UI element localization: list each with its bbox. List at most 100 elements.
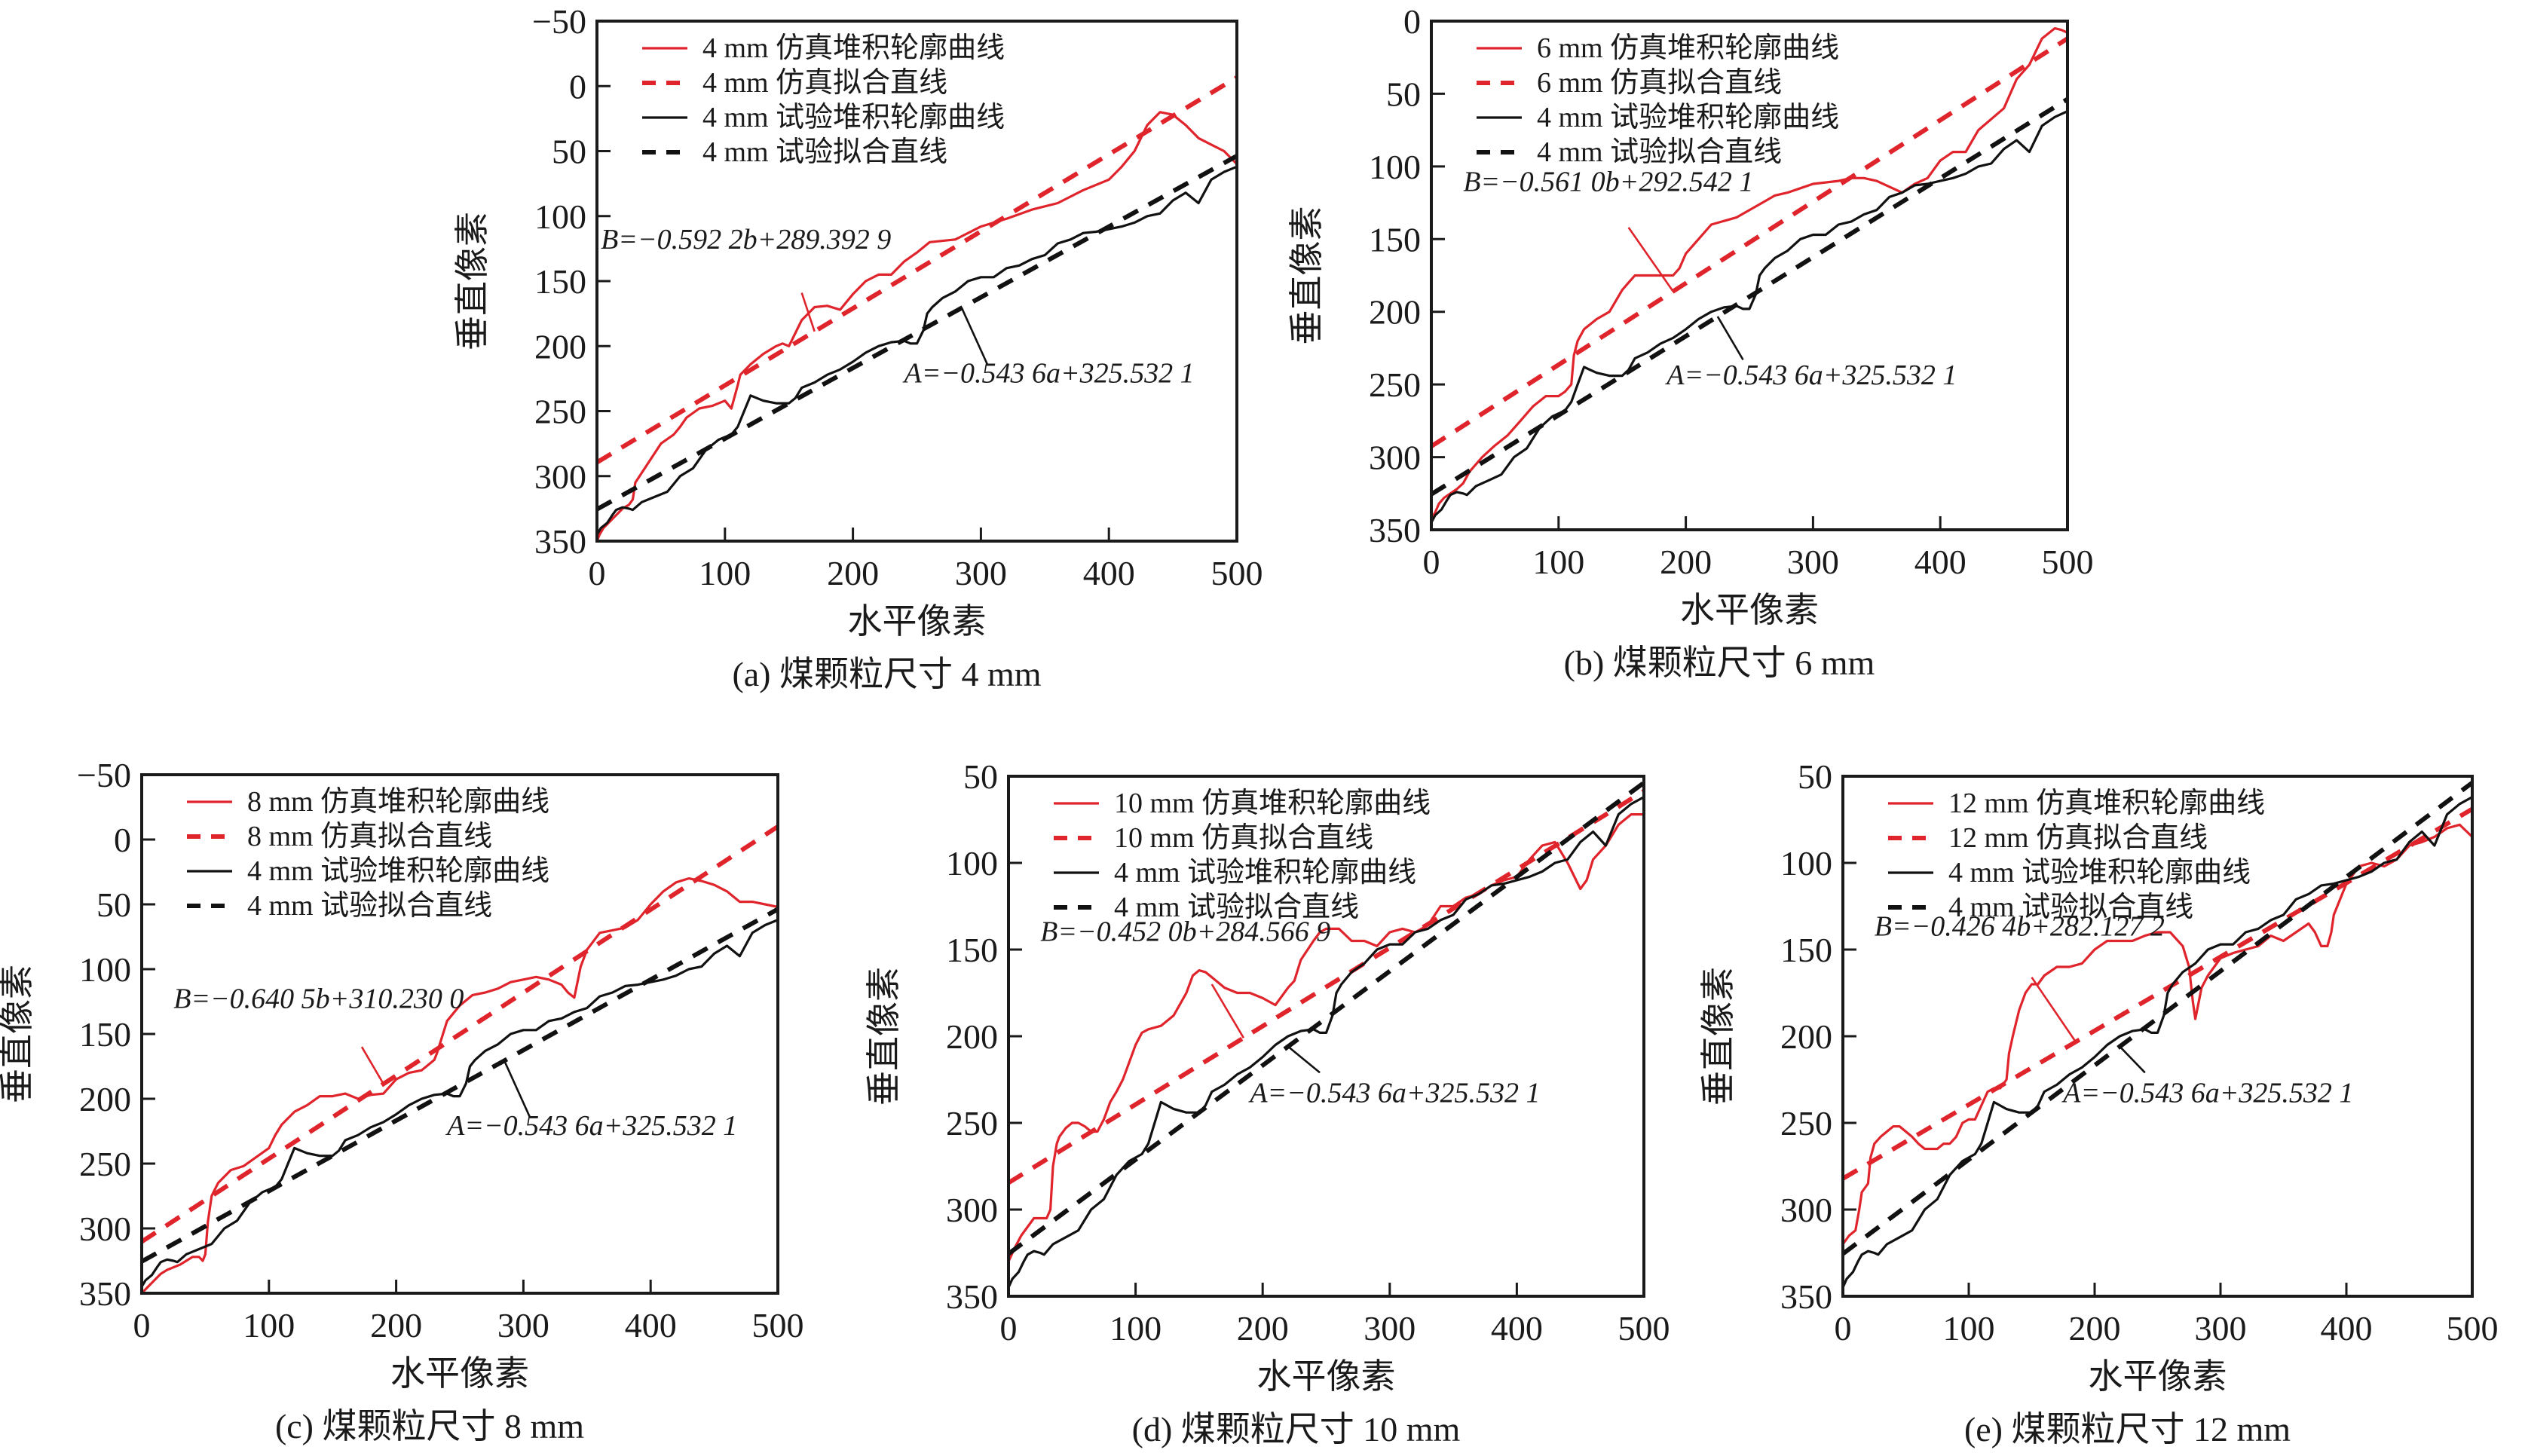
- legend-entry: 4 mm 试验堆积轮廓曲线: [1114, 857, 1416, 889]
- legend-entry: 10 mm 仿真拟合直线: [1114, 822, 1373, 854]
- y-tick-label: 100: [1369, 148, 1421, 186]
- legend-entry: 4 mm 仿真堆积轮廓曲线: [702, 32, 1005, 64]
- x-tick-label: 300: [1364, 1309, 1416, 1347]
- series-exp-fit-line: [597, 154, 1237, 512]
- series-sim-profile-curve: [1008, 813, 1644, 1262]
- x-axis-title: 水平像素: [848, 601, 987, 641]
- series-exp-fit-line: [1843, 781, 2472, 1256]
- series-exp-fit-line: [1431, 97, 2067, 497]
- panel-caption: (b) 煤颗粒尺寸 6 mm: [1564, 644, 1875, 682]
- legend-entry: 4 mm 试验堆积轮廓曲线: [1948, 857, 2251, 889]
- exp-fit-equation: A=−0.543 6a+325.532 1: [1247, 1077, 1540, 1109]
- y-tick-label: 150: [1369, 220, 1421, 258]
- y-tick-label: 50: [552, 133, 586, 171]
- panel-caption: (a) 煤颗粒尺寸 4 mm: [732, 655, 1041, 693]
- x-tick-label: 400: [1914, 543, 1966, 581]
- sim-fit-equation: B=−0.426 4b+282.127 2: [1875, 911, 2165, 943]
- plot-area: [1431, 27, 2067, 524]
- y-tick-label: 250: [946, 1104, 998, 1142]
- y-axis-title: 垂直像素: [451, 212, 492, 350]
- y-tick-label: −50: [532, 2, 586, 41]
- y-tick-label: 350: [79, 1274, 131, 1313]
- panel-caption: (c) 煤颗粒尺寸 8 mm: [275, 1407, 584, 1445]
- exp-equation-pointer: [1716, 316, 1744, 361]
- y-tick-label: 50: [1798, 757, 1832, 796]
- series-exp-profile-curve: [1843, 796, 2472, 1289]
- x-tick-label: 400: [1491, 1309, 1543, 1347]
- x-tick-label: 200: [370, 1306, 422, 1344]
- x-tick-label: 400: [625, 1306, 677, 1344]
- y-tick-label: 150: [946, 931, 998, 969]
- x-tick-label: 0: [589, 554, 606, 592]
- x-tick-label: 500: [2042, 543, 2094, 581]
- x-tick-label: 100: [699, 554, 751, 592]
- legend-entry: 12 mm 仿真堆积轮廓曲线: [1948, 788, 2265, 819]
- exp-equation-pointer: [1287, 1045, 1321, 1074]
- series-sim-profile-curve: [1843, 823, 2472, 1245]
- x-tick-label: 300: [955, 554, 1007, 592]
- y-tick-label: 50: [1386, 75, 1421, 113]
- panel-caption: (e) 煤颗粒尺寸 12 mm: [1964, 1410, 2291, 1448]
- y-tick-label: 50: [96, 886, 131, 924]
- y-tick-label: 250: [79, 1145, 131, 1183]
- x-axis-title: 水平像素: [1257, 1356, 1396, 1396]
- sim-equation-pointer: [360, 1046, 384, 1084]
- y-tick-label: 350: [946, 1277, 998, 1316]
- legend-entry: 6 mm 仿真拟合直线: [1537, 67, 1782, 99]
- series-exp-fit-line: [142, 907, 778, 1264]
- x-tick-label: 500: [2447, 1309, 2499, 1347]
- y-tick-label: 100: [1780, 844, 1832, 882]
- y-axis-title: 垂直像素: [863, 967, 904, 1106]
- legend-entry: 4 mm 试验拟合直线: [1114, 892, 1359, 923]
- x-tick-label: 0: [133, 1306, 151, 1344]
- y-tick-label: 150: [1780, 931, 1832, 969]
- y-tick-label: 350: [1369, 511, 1421, 549]
- legend-entry: 4 mm 试验拟合直线: [1537, 136, 1782, 168]
- y-tick-label: 300: [1369, 439, 1421, 477]
- sim-fit-equation: B=−0.452 0b+284.566 9: [1040, 916, 1330, 948]
- sim-fit-equation: B=−0.592 2b+289.392 9: [601, 224, 891, 255]
- x-axis-title: 水平像素: [390, 1353, 529, 1393]
- x-tick-label: 300: [497, 1306, 549, 1344]
- series-sim-fit-line: [1843, 806, 2472, 1181]
- exp-equation-pointer: [2119, 1045, 2146, 1074]
- series-exp-fit-line: [1008, 781, 1644, 1256]
- y-tick-label: 350: [534, 522, 586, 561]
- exp-equation-pointer: [960, 307, 989, 365]
- legend-entry: 4 mm 试验堆积轮廓曲线: [702, 102, 1005, 133]
- y-tick-label: 100: [946, 844, 998, 882]
- series-sim-fit-line: [1008, 789, 1644, 1185]
- series-sim-fit-line: [597, 75, 1237, 465]
- y-tick-label: 0: [114, 821, 131, 859]
- y-tick-label: 100: [534, 197, 586, 236]
- legend-entry: 6 mm 仿真堆积轮廓曲线: [1537, 32, 1839, 64]
- x-tick-label: 100: [243, 1306, 295, 1344]
- legend-entry: 4 mm 试验拟合直线: [1948, 892, 2193, 923]
- y-tick-label: 300: [946, 1191, 998, 1229]
- x-tick-label: 200: [1237, 1309, 1289, 1347]
- exp-fit-equation: A=−0.543 6a+325.532 1: [445, 1110, 737, 1142]
- sim-equation-pointer: [1210, 983, 1245, 1038]
- x-tick-label: 200: [1660, 543, 1712, 581]
- x-tick-label: 200: [827, 554, 879, 592]
- sim-equation-pointer: [1627, 227, 1674, 292]
- legend-entry: 8 mm 仿真堆积轮廓曲线: [247, 786, 549, 818]
- x-tick-label: 100: [1943, 1309, 1995, 1347]
- y-tick-label: 200: [1780, 1017, 1832, 1056]
- x-tick-label: 500: [1211, 554, 1263, 592]
- exp-fit-equation: A=−0.543 6a+325.532 1: [902, 358, 1195, 390]
- y-tick-label: 200: [534, 327, 586, 366]
- exp-fit-equation: A=−0.543 6a+325.532 1: [2061, 1077, 2353, 1109]
- x-tick-label: 300: [2195, 1309, 2247, 1347]
- legend-entry: 4 mm 试验拟合直线: [247, 890, 492, 922]
- x-tick-label: 100: [1109, 1309, 1162, 1347]
- sim-equation-pointer: [800, 292, 816, 332]
